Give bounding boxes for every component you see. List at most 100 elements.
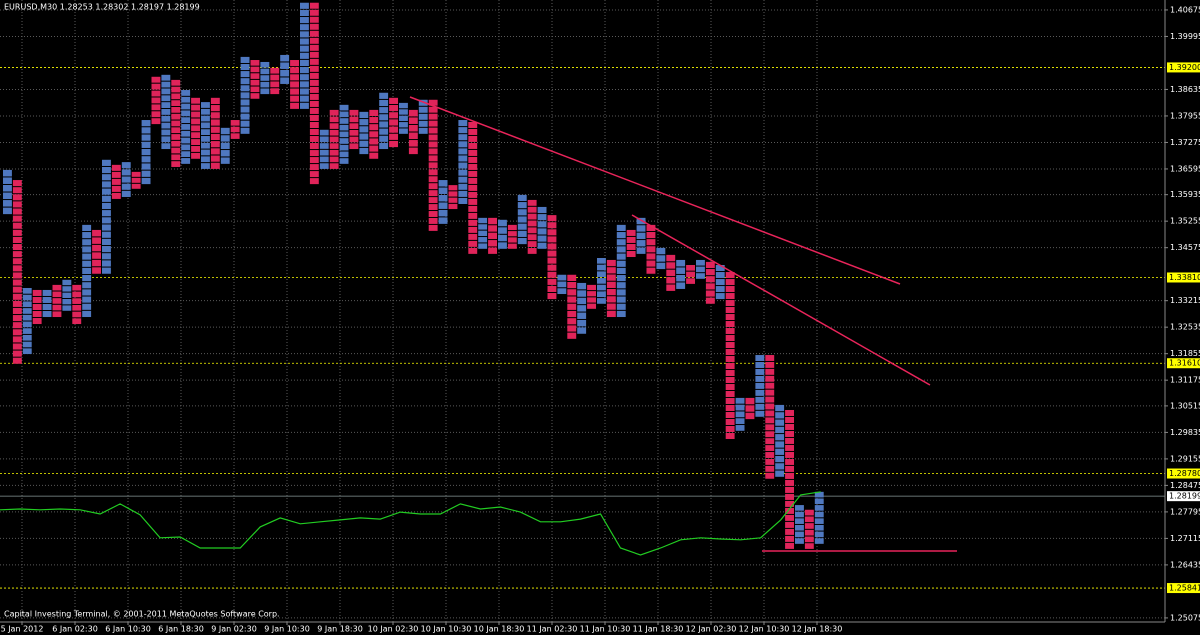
pf-column [230,120,240,139]
pf-box [616,303,626,310]
x-tick-label: 12 Jan 02:30 [686,625,737,634]
pf-box [785,451,794,458]
pf-box [527,248,537,254]
pf-box [191,118,200,125]
pf-box [517,209,527,216]
pf-box [369,145,379,152]
pf-box [765,389,775,396]
pf-box [428,113,438,120]
pf-box [151,104,161,111]
pf-box [389,105,398,112]
pf-box [804,523,814,529]
pf-box [359,119,369,126]
pf-column [775,404,785,477]
pf-box [765,382,775,389]
pf-box [379,135,389,142]
pf-box [666,269,676,277]
pf-box [547,229,557,236]
pf-box [379,107,389,114]
pf-box [12,315,22,322]
pf-box [785,458,794,465]
pf-box [785,472,794,479]
pf-box [201,115,210,122]
x-tick-label: 10 Jan 18:30 [474,625,525,634]
pf-column [319,129,329,169]
pf-box [12,265,22,272]
pf-box [399,109,408,115]
pf-box [636,232,646,240]
pf-column [141,120,151,185]
labels: 1.40675 1.39995 1.38635 1.37955 1.37275 1.365… [1,5,1200,634]
pf-box [22,341,32,348]
pf-box [597,298,606,304]
pf-box [428,211,438,217]
y-tick-label: 1.37955 [1170,111,1200,120]
pf-box [290,95,299,102]
pf-box [42,311,52,318]
pf-box [92,244,101,252]
pf-box [92,259,101,267]
pf-box [151,118,161,125]
pf-box [626,243,636,250]
pf-column [785,409,794,549]
pf-box [468,184,478,191]
pf-column [626,229,636,257]
pf-column [250,60,260,99]
pf-box [32,296,42,303]
pf-box [52,304,62,311]
pf-box [191,139,200,146]
pf-box [725,349,735,356]
pf-column [181,90,191,164]
pf-box [517,216,527,223]
pf-box [567,281,577,289]
pf-box [428,155,438,162]
pf-box [359,126,369,133]
pf-box [12,357,22,364]
pf-box [636,217,646,225]
pf-box [676,267,686,274]
pf-box [171,161,181,167]
pf-box [181,137,191,144]
pf-box [210,141,220,148]
pf-box [488,247,497,254]
pf-box [22,288,32,294]
pf-box [428,176,438,183]
y-tick-label: 1.28475 [1170,481,1200,490]
pf-box [725,307,735,314]
pf-box [765,431,775,438]
pf-box [646,246,656,253]
pf-box [785,542,794,549]
pf-column [359,111,369,155]
pf-box [102,260,111,267]
pf-box [725,391,735,398]
pf-box [765,452,775,458]
pf-box [309,114,319,121]
pf-box [181,130,191,137]
pf-box [646,267,656,274]
pf-box [478,230,488,237]
pf-box [468,170,478,177]
pf-box [676,259,686,267]
pf-box [547,271,557,278]
pf-box [42,296,52,303]
pf-box [458,134,468,141]
x-tick-label: 12 Jan 18:30 [792,625,843,634]
pf-box [240,106,250,113]
pf-box [458,169,468,176]
pf-box [527,213,537,220]
pf-box [260,68,270,75]
pf-box [428,148,438,155]
pf-box [62,298,72,305]
pf-box [725,272,735,279]
pf-box [141,141,151,148]
pf-box [804,509,814,516]
pf-box [319,129,329,136]
pf-box [507,231,517,237]
pf-box [161,109,171,115]
pf-box [240,127,250,134]
pf-box [111,171,121,178]
pf-box [12,329,22,336]
pf-box [329,156,339,163]
pf-column [705,261,715,304]
x-tick-label: 10 Jan 02:30 [368,625,419,634]
